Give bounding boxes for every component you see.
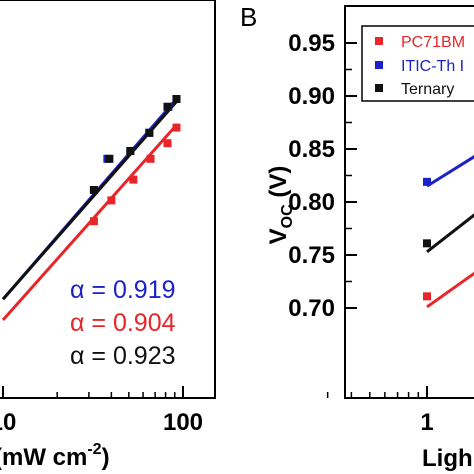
legend-label-ternary: Ternary (401, 81, 454, 98)
panel-b-data-points (423, 177, 431, 301)
panel-a-x-axis-title: (mW cm-2) (0, 441, 110, 471)
panel-a-x-axis-title-suffix: ) (102, 444, 110, 471)
panel-b-x-axis-title: Ligh (422, 445, 473, 472)
panel-b-y-tick-label: 0.85 (288, 136, 335, 163)
data-point-black (89, 186, 98, 194)
panel-b-plot-frame (344, 5, 474, 399)
panel-a-x-ticks (2, 386, 184, 398)
fit-line-blue (426, 155, 474, 188)
panel-b-label: B (240, 2, 257, 32)
data-point-black (126, 147, 135, 155)
panel-b-y-tick-label: 0.70 (288, 295, 335, 322)
data-point-red (107, 196, 116, 205)
panel-a-x-tick-label-10: 10 (0, 409, 16, 436)
panel-b-y-axis-title-suffix: (V) (265, 166, 292, 205)
data-point-black (163, 102, 172, 111)
alpha-label-red: α = 0.904 (70, 309, 176, 337)
panel-a-data-points (89, 95, 181, 226)
panel-a-x-axis-title-exponent: -2 (87, 441, 101, 458)
data-point-black (105, 154, 114, 163)
panel-b-x-ticks (326, 386, 428, 398)
panel-b-y-ticks: 0.95 0.90 0.85 0.80 0.75 0.70 (288, 30, 357, 322)
panel-b-y-tick-label: 0.90 (288, 83, 335, 110)
legend-label-itic-th: ITIC-Th I (401, 58, 464, 75)
panel-b-y-tick-label: 0.75 (288, 242, 335, 269)
data-point-red (146, 154, 155, 163)
data-point-blue (423, 177, 431, 186)
panel-b: B VOC (V) 0.95 0.90 0.85 0.80 0.75 0.70 1 Lig… (240, 2, 474, 472)
data-point-red (89, 217, 98, 226)
panel-b-x-tick-label-1: 1 (420, 409, 433, 436)
data-point-red (172, 123, 181, 132)
panel-b-y-tick-label: 0.80 (288, 189, 335, 216)
panel-a: 10 100 (mW cm-2) α = 0.919 α = 0.904 α =… (0, 0, 216, 471)
panel-b-y-axis-title-sub: OC (279, 204, 296, 228)
legend-marker-pc71bm (375, 37, 383, 45)
panel-a-x-tick-label-100: 100 (163, 409, 203, 436)
data-point-red (163, 139, 172, 148)
legend-marker-itic-th (375, 61, 383, 69)
data-point-black (145, 128, 154, 137)
panel-a-x-axis-title-prefix: (mW cm (0, 444, 87, 471)
legend-marker-ternary (375, 84, 383, 92)
alpha-label-black: α = 0.923 (70, 342, 176, 370)
panel-b-fit-lines (426, 155, 474, 309)
data-point-red (423, 292, 431, 301)
data-point-red (129, 175, 138, 184)
panel-b-legend: PC71BM ITIC-Th I Ternary (361, 25, 474, 102)
legend-label-pc71bm: PC71BM (401, 34, 465, 51)
panel-b-y-axis-title-main: V (265, 228, 292, 244)
data-point-black (172, 95, 181, 103)
fit-line-red (426, 271, 474, 309)
panel-a-plot-frame (0, 0, 216, 399)
alpha-label-blue: α = 0.919 (70, 276, 176, 304)
fit-line-black (426, 213, 474, 254)
data-point-black (423, 239, 431, 248)
panel-b-y-axis-title: VOC (V) (265, 166, 296, 245)
panel-b-y-tick-label: 0.95 (288, 30, 335, 57)
